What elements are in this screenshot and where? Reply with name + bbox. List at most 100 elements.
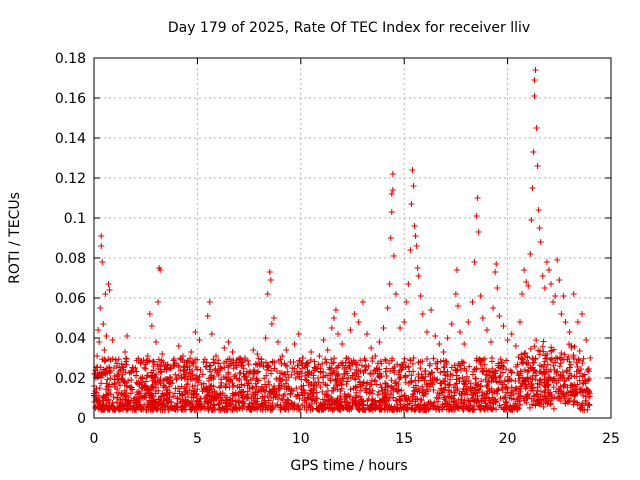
band-marker — [501, 377, 508, 384]
band-marker — [122, 393, 129, 400]
band-marker — [252, 380, 259, 387]
band-marker — [229, 392, 236, 399]
band-marker — [307, 356, 314, 363]
band-marker — [472, 375, 479, 382]
band-marker — [496, 379, 503, 386]
band-marker — [570, 388, 577, 395]
band-marker — [537, 397, 544, 404]
band-marker — [138, 406, 145, 413]
band-marker — [322, 356, 329, 363]
data-point — [543, 259, 550, 265]
data-point — [539, 273, 546, 279]
band-marker — [479, 369, 486, 376]
band-marker — [483, 403, 490, 410]
band-marker — [550, 384, 557, 391]
data-point — [523, 279, 530, 285]
data-point — [237, 361, 244, 367]
band-marker — [513, 405, 520, 412]
data-point — [94, 353, 101, 359]
band-marker — [455, 375, 462, 382]
band-marker — [501, 405, 508, 412]
band-marker — [434, 365, 441, 372]
band-marker — [358, 400, 365, 407]
band-marker — [568, 342, 575, 349]
data-point — [533, 125, 540, 131]
band-marker — [98, 380, 105, 387]
band-marker — [116, 406, 123, 413]
band-marker — [277, 378, 284, 385]
band-marker — [508, 368, 515, 375]
data-point — [132, 365, 139, 371]
data-point — [527, 251, 534, 257]
band-marker — [412, 406, 419, 413]
band-marker — [485, 395, 492, 402]
band-marker — [220, 373, 227, 380]
band-marker — [108, 403, 115, 410]
band-marker — [576, 370, 583, 377]
band-marker — [341, 390, 348, 397]
band-marker — [484, 388, 491, 395]
band-marker — [548, 392, 555, 399]
band-marker — [128, 384, 135, 391]
data-point — [270, 315, 277, 321]
band-marker — [189, 405, 196, 412]
band-marker — [529, 384, 536, 391]
band-marker — [363, 389, 370, 396]
band-marker — [184, 376, 191, 383]
band-marker — [307, 396, 314, 403]
band-marker — [378, 360, 385, 367]
band-marker — [344, 378, 351, 385]
band-marker — [227, 401, 234, 408]
band-marker — [175, 362, 182, 369]
band-marker — [450, 384, 457, 391]
band-marker — [276, 383, 283, 390]
band-marker — [386, 403, 393, 410]
data-point — [204, 313, 211, 319]
band-marker — [303, 399, 310, 406]
band-marker — [205, 377, 212, 384]
data-point — [155, 299, 162, 305]
band-marker — [331, 367, 338, 374]
band-marker — [186, 402, 193, 409]
band-marker — [573, 359, 580, 366]
data-point — [419, 311, 426, 317]
band-marker — [305, 382, 312, 389]
data-point — [384, 305, 391, 311]
band-marker — [333, 401, 340, 408]
band-marker — [461, 397, 468, 404]
band-marker — [430, 387, 437, 394]
band-marker — [536, 377, 543, 384]
band-marker — [391, 363, 398, 370]
band-marker — [353, 397, 360, 404]
band-marker — [517, 401, 524, 408]
band-marker — [518, 383, 525, 390]
band-marker — [223, 399, 230, 406]
band-marker — [190, 359, 197, 366]
band-marker — [476, 356, 483, 363]
band-marker — [165, 380, 172, 387]
band-marker — [210, 406, 217, 413]
band-marker — [418, 371, 425, 378]
band-marker — [492, 398, 499, 405]
band-marker — [450, 406, 457, 413]
band-marker — [128, 369, 135, 376]
band-marker — [532, 355, 539, 362]
band-marker — [144, 372, 151, 379]
band-marker — [552, 359, 559, 366]
band-marker — [421, 368, 428, 375]
data-point — [453, 267, 460, 273]
data-point — [570, 291, 577, 297]
band-marker — [448, 364, 455, 371]
band-marker — [470, 368, 477, 375]
data-point — [229, 349, 236, 355]
band-marker — [281, 383, 288, 390]
band-marker — [327, 396, 334, 403]
band-marker — [213, 390, 220, 397]
band-marker — [549, 395, 556, 402]
band-marker — [295, 362, 302, 369]
band-marker — [228, 400, 235, 407]
band-marker — [504, 385, 511, 392]
band-marker — [512, 400, 519, 407]
data-point — [105, 281, 112, 287]
